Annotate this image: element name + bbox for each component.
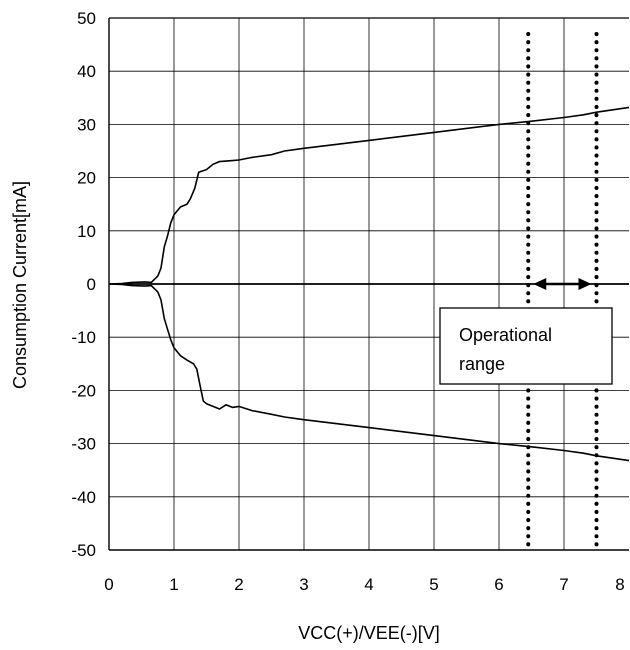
reference-lines — [526, 32, 599, 550]
series-line-2 — [109, 283, 629, 462]
y-tick-label: 50 — [77, 9, 96, 28]
annotation-box — [439, 307, 613, 385]
annotation-text-line1: Operational — [459, 325, 552, 345]
y-tick-label: 10 — [77, 222, 96, 241]
x-tick-label: 0 — [104, 575, 113, 594]
x-axis-title: VCC(+)/VEE(-)[V] — [298, 623, 440, 643]
x-tick-label: 7 — [559, 575, 568, 594]
operational-range-arrow — [533, 278, 592, 290]
y-tick-label: -20 — [71, 381, 96, 400]
plot-frame — [108, 17, 629, 551]
x-tick-label: 6 — [494, 575, 503, 594]
operational-range-annotation: Operational range — [439, 307, 613, 385]
arrow-head-left — [533, 278, 547, 290]
x-tick-labels: 0 1 2 3 4 5 6 7 8 — [104, 575, 624, 594]
series-line-1 — [109, 106, 629, 285]
y-tick-labels: 50 40 30 20 10 0 -10 -20 -30 -40 -50 — [71, 9, 96, 560]
x-tick-label: 2 — [234, 575, 243, 594]
y-tick-label: -30 — [71, 435, 96, 454]
y-tick-label: -50 — [71, 541, 96, 560]
series-group — [109, 106, 629, 462]
x-tick-label: 8 — [615, 575, 624, 594]
annotation-text-line2: range — [459, 354, 505, 374]
y-tick-label: -40 — [71, 488, 96, 507]
grid — [109, 18, 629, 550]
x-tick-label: 4 — [364, 575, 373, 594]
x-tick-label: 3 — [299, 575, 308, 594]
y-tick-label: 0 — [87, 275, 96, 294]
y-tick-label: 20 — [77, 169, 96, 188]
y-tick-label: 30 — [77, 115, 96, 134]
x-tick-label: 1 — [169, 575, 178, 594]
y-tick-label: 40 — [77, 62, 96, 81]
x-tick-label: 5 — [429, 575, 438, 594]
arrow-head-right — [578, 278, 592, 290]
y-tick-label: -10 — [71, 328, 96, 347]
y-axis-title: Consumption Current[mA] — [10, 181, 30, 389]
